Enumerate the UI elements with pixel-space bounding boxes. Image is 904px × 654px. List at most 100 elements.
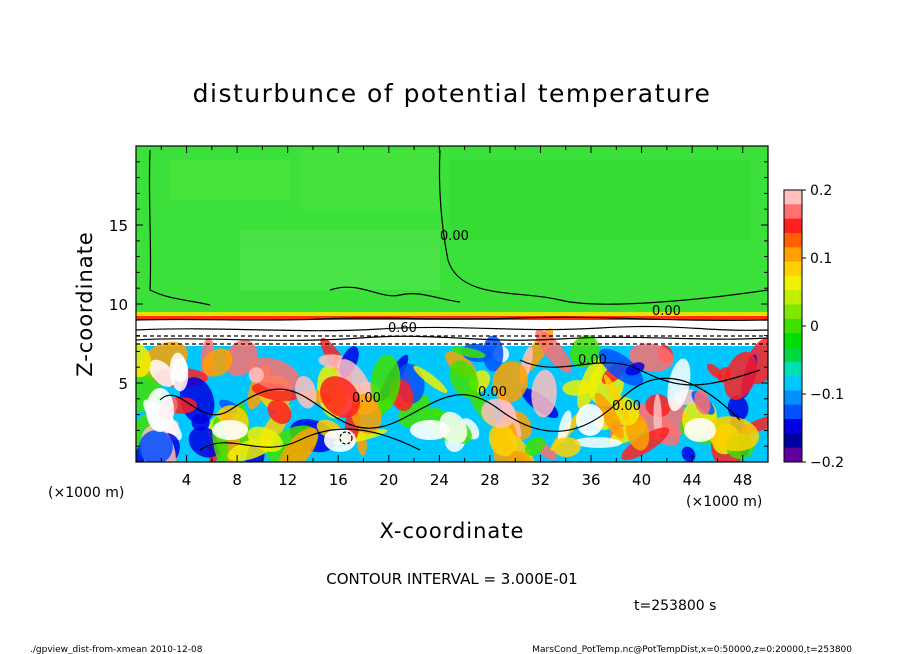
x-axis-label: X-coordinate: [380, 519, 525, 543]
inversion-yellow: [136, 312, 768, 318]
eddy-pocket: [172, 358, 188, 382]
contour-line: [438, 149, 768, 305]
colorbar-swatch: [784, 247, 802, 263]
colorbar-swatch: [784, 347, 802, 363]
colorbar: [784, 190, 802, 463]
colorbar-tick-label: 0.2: [810, 183, 832, 199]
contour-interval-text: CONTOUR INTERVAL = 3.000E-01: [326, 570, 577, 588]
footer-right: MarsCond_PotTemp.nc@PotTempDist,x=0:5000…: [532, 645, 852, 654]
eddy-blob: [558, 410, 572, 443]
colorbar-tick-label: −0.1: [810, 387, 844, 403]
contour-line: [148, 149, 211, 306]
colorbar-swatch: [784, 232, 802, 248]
colorbar-swatch: [784, 304, 802, 320]
colorbar-swatch: [784, 419, 802, 434]
x-tick-label: 16: [329, 471, 348, 489]
x-unit-label: (×1000 m): [686, 494, 762, 510]
y-axis-ticks: 5 10 15: [109, 161, 768, 447]
x-tick-label: 36: [581, 471, 600, 489]
colorbar-tick-label: 0: [810, 319, 819, 335]
eddy-blob: [727, 395, 749, 421]
eddy-blob: [552, 437, 581, 458]
y-tick-label: 10: [109, 296, 128, 314]
contour-label: 0.00: [352, 391, 381, 406]
eddy-blob: [577, 357, 602, 410]
footer-left: ./gpview_dist-from-xmean 2010-12-08: [30, 645, 203, 654]
eddy-blob: [138, 430, 173, 462]
eddy-blob: [248, 367, 264, 383]
contour-label: 0.60: [388, 321, 417, 336]
x-tick-label: 32: [531, 471, 550, 489]
contour-label: 0.00: [440, 229, 469, 244]
eddy-blob: [570, 335, 600, 368]
y-tick-label: 15: [109, 217, 128, 235]
eddy-blob: [525, 436, 546, 456]
colorbar-swatch: [784, 218, 802, 234]
eddy-blob: [482, 335, 504, 372]
eddy-blob: [449, 360, 479, 398]
eddy-blob: [450, 346, 486, 359]
colorbar-ticks: 0.2 0.1 0 −0.1 −0.2: [802, 183, 844, 471]
x-tick-label: 40: [632, 471, 651, 489]
contour-label: 0.00: [478, 385, 507, 400]
colorbar-swatch: [784, 333, 802, 348]
eddy-blob: [136, 413, 154, 460]
contour-label: 0.00: [652, 304, 681, 319]
eddy-blob: [278, 427, 319, 462]
contour-line: [159, 377, 741, 432]
contour-line-dashed: [339, 431, 353, 445]
upper-layer: [136, 146, 768, 321]
eddy-blob: [413, 365, 448, 394]
colorbar-swatch: [784, 376, 802, 391]
y-tick-label: 5: [118, 375, 128, 393]
eddy-pocket: [410, 420, 450, 440]
eddy-blob: [488, 423, 517, 457]
eddy-blob: [320, 376, 361, 418]
eddy-pocket: [212, 420, 248, 440]
x-tick-label: 48: [733, 471, 752, 489]
convective-eddies: [136, 328, 768, 462]
colorbar-swatch: [784, 204, 802, 220]
contour-line: [136, 335, 768, 341]
time-text: t=253800 s: [634, 598, 716, 614]
inversion-red: [136, 316, 768, 320]
contour-labels: 0.60 0.00 0.00 0.00 0.00 0.00 0.00: [352, 229, 681, 414]
x-tick-label: 12: [278, 471, 297, 489]
contour-line: [519, 359, 761, 386]
eddy-blob: [667, 358, 691, 412]
eddy-blob: [336, 359, 372, 404]
x-tick-label: 28: [480, 471, 499, 489]
eddy-blob: [439, 411, 468, 445]
contour-line: [136, 325, 768, 332]
colorbar-swatch: [784, 433, 802, 449]
colorbar-swatch: [784, 275, 802, 291]
contour-label: 0.00: [578, 353, 607, 368]
colorbar-swatch: [784, 404, 802, 420]
eddy-blob: [705, 416, 760, 452]
contour-line: [329, 286, 461, 303]
eddy-blob: [370, 354, 401, 410]
eddy-blob: [227, 437, 274, 462]
colorbar-swatch: [784, 390, 802, 406]
y-axis-label: Z-coordinate: [73, 231, 97, 377]
y-unit-label: (×1000 m): [48, 485, 124, 501]
colorbar-swatch: [784, 290, 802, 306]
eddy-blob: [594, 392, 624, 439]
x-tick-label: 8: [232, 471, 242, 489]
inversion-white: [136, 320, 768, 350]
contour-line: [199, 428, 421, 451]
contour-label: 0.00: [612, 399, 641, 414]
colorbar-tick-label: 0.1: [810, 251, 832, 267]
colorbar-tick-label: −0.2: [810, 455, 844, 471]
colorbar-swatch: [784, 261, 802, 277]
eddy-pocket: [146, 388, 174, 432]
eddy-blob: [492, 360, 529, 403]
eddy-blob: [603, 374, 630, 423]
eddy-blob: [149, 359, 175, 387]
eddy-blob: [717, 367, 731, 383]
eddy-blob: [694, 389, 711, 415]
eddy-blob: [481, 398, 516, 428]
x-tick-label: 24: [430, 471, 449, 489]
x-tick-label: 44: [683, 471, 702, 489]
